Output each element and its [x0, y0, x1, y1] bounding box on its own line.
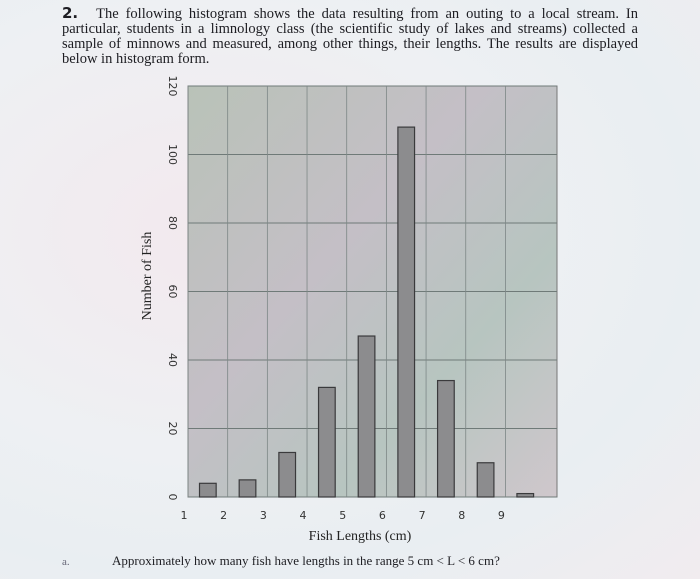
x-tick-label: 5 [339, 509, 346, 522]
x-tick-label: 8 [458, 509, 465, 522]
bar [357, 335, 376, 498]
y-tick-label: 120 [166, 76, 179, 97]
x-tick-label: 9 [498, 509, 505, 522]
y-tick-label: 100 [166, 144, 179, 165]
question: a. Approximately how many fish have lengt… [62, 553, 682, 569]
bar [516, 492, 535, 498]
question-label: a. [62, 556, 70, 568]
y-tick-label: 20 [166, 422, 179, 436]
bar [238, 479, 257, 498]
x-tick-label: 6 [379, 509, 386, 522]
x-axis-title: Fish Lengths (cm) [309, 529, 412, 544]
x-tick-label: 7 [419, 509, 426, 522]
bar [436, 379, 455, 498]
y-tick-label: 40 [166, 353, 179, 367]
problem-text: The following histogram shows the data r… [62, 6, 638, 67]
bar [397, 126, 416, 498]
x-tick-label: 2 [220, 509, 227, 522]
y-tick-label: 80 [166, 216, 179, 230]
question-text: Approximately how many fish have lengths… [112, 553, 500, 568]
x-tick-label: 3 [260, 509, 267, 522]
bar [278, 451, 297, 498]
problem: 2. The following histogram shows the data… [62, 6, 638, 67]
y-tick-label: 0 [166, 494, 179, 501]
bar [317, 386, 336, 498]
y-tick-label: 60 [166, 285, 179, 299]
bar [198, 482, 217, 498]
x-tick-label: 4 [300, 509, 307, 522]
problem-number: 2. [62, 4, 79, 22]
x-tick-label: 1 [181, 509, 188, 522]
bar [476, 462, 495, 498]
y-axis-title: Number of Fish [140, 232, 155, 321]
